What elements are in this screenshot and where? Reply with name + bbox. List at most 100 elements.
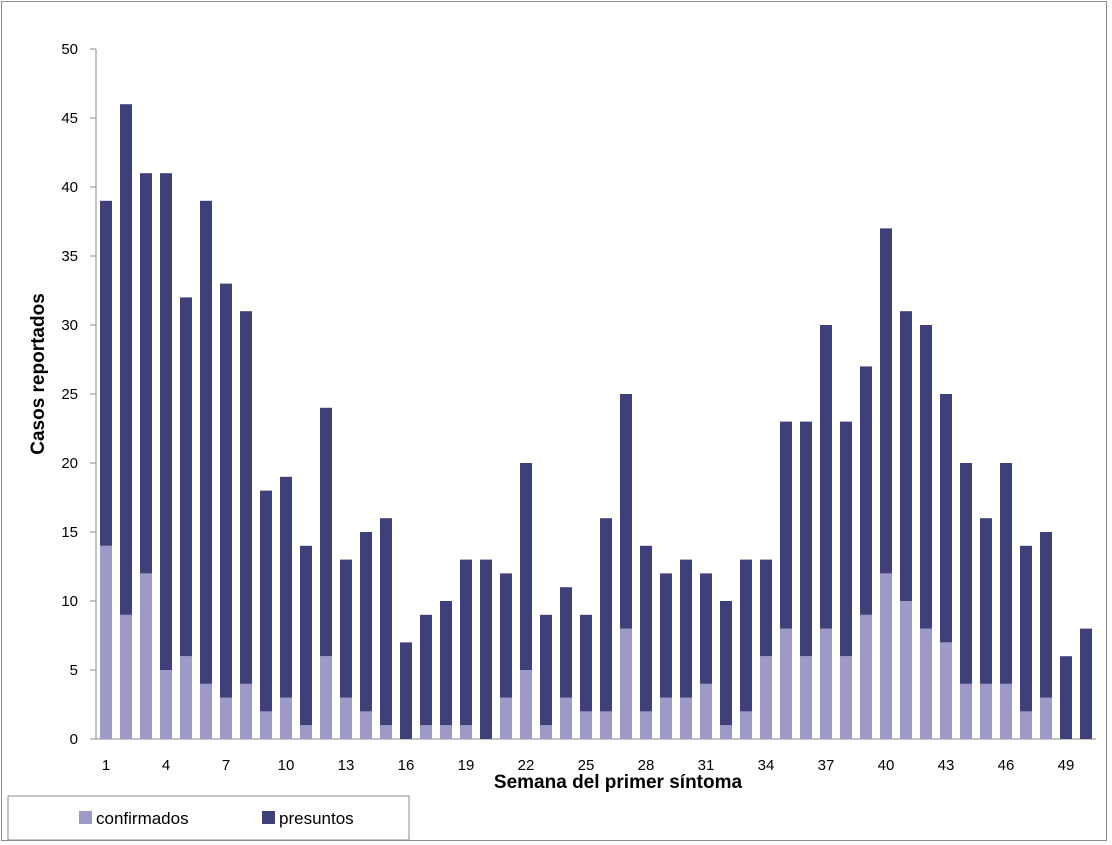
y-tick-label: 40: [61, 179, 78, 196]
x-tick-label: 46: [998, 757, 1015, 774]
y-tick-label: 25: [61, 386, 78, 403]
bar-confirmados: [960, 683, 972, 739]
bar-confirmados: [220, 697, 232, 739]
bar-confirmados: [740, 711, 752, 739]
y-tick-label: 15: [61, 524, 78, 541]
legend-label-confirmados: confirmados: [96, 809, 189, 828]
bar-presuntos: [980, 518, 992, 684]
bar-confirmados: [920, 628, 932, 739]
legend-label-presuntos: presuntos: [279, 809, 354, 828]
bar-confirmados: [720, 725, 732, 739]
bar-presuntos: [720, 601, 732, 726]
x-tick-label: 34: [758, 757, 775, 774]
bar-confirmados: [660, 697, 672, 739]
bar-presuntos: [260, 490, 272, 712]
bar-confirmados: [580, 711, 592, 739]
bar-presuntos: [920, 325, 932, 629]
bar-presuntos: [460, 559, 472, 726]
bar-confirmados: [540, 725, 552, 739]
bar-confirmados: [180, 656, 192, 739]
bar-presuntos: [680, 559, 692, 698]
bar-confirmados: [380, 725, 392, 739]
bar-confirmados: [940, 642, 952, 739]
bar-presuntos: [700, 573, 712, 684]
bar-confirmados: [520, 670, 532, 739]
y-tick-label: 45: [61, 110, 78, 127]
x-tick-label: 10: [278, 757, 295, 774]
bar-presuntos: [100, 200, 112, 546]
bar-presuntos: [560, 587, 572, 698]
x-tick-label: 40: [878, 757, 895, 774]
bar-presuntos: [780, 421, 792, 629]
bar-confirmados: [900, 601, 912, 739]
bar-presuntos: [340, 559, 352, 698]
bar-confirmados: [560, 697, 572, 739]
bar-presuntos: [300, 545, 312, 726]
bar-confirmados: [980, 683, 992, 739]
x-tick-label: 1: [102, 757, 110, 774]
bar-presuntos: [740, 559, 752, 712]
bar-presuntos: [960, 463, 972, 684]
bar-presuntos: [820, 325, 832, 629]
bar-confirmados: [500, 697, 512, 739]
bar-presuntos: [620, 394, 632, 629]
bar-presuntos: [380, 518, 392, 726]
bar-confirmados: [140, 573, 152, 739]
x-tick-label: 31: [698, 757, 715, 774]
bar-presuntos: [840, 421, 852, 657]
x-tick-label: 25: [578, 757, 595, 774]
bar-presuntos: [220, 283, 232, 698]
bar-confirmados: [100, 545, 112, 739]
bar-presuntos: [580, 614, 592, 712]
y-tick-labels: 0 5 10 15 20 25 30 35 40 45 50: [61, 41, 78, 748]
bar-presuntos: [400, 642, 412, 739]
bar-confirmados: [760, 656, 772, 739]
legend: confirmados presuntos: [7, 795, 410, 841]
x-tick-label: 49: [1058, 757, 1075, 774]
y-tick-label: 35: [61, 248, 78, 265]
bar-confirmados: [1020, 711, 1032, 739]
x-tick-label: 19: [458, 757, 475, 774]
bar-presuntos: [1020, 545, 1032, 712]
bar-presuntos: [420, 614, 432, 726]
bar-confirmados: [300, 725, 312, 739]
bar-presuntos: [240, 311, 252, 684]
bar-presuntos: [140, 173, 152, 574]
y-axis-title: Casos reportados: [28, 293, 49, 455]
bar-presuntos: [860, 366, 872, 615]
bar-confirmados: [1000, 683, 1012, 739]
bar-confirmados: [1040, 697, 1052, 739]
y-tick-label: 0: [70, 731, 78, 748]
bar-confirmados: [200, 683, 212, 739]
bar-confirmados: [860, 614, 872, 739]
x-tick-label: 28: [638, 757, 655, 774]
bar-presuntos: [940, 394, 952, 643]
bar-confirmados: [280, 697, 292, 739]
y-tick-label: 50: [61, 41, 78, 58]
bar-presuntos: [120, 104, 132, 615]
legend-box: [7, 795, 410, 841]
bar-presuntos: [500, 573, 512, 698]
legend-swatch-presuntos: [262, 811, 275, 824]
bar-confirmados: [640, 711, 652, 739]
bar-presuntos: [880, 228, 892, 574]
bar-presuntos: [360, 532, 372, 712]
bar-confirmados: [440, 725, 452, 739]
bar-presuntos: [480, 559, 492, 739]
bars: [100, 104, 1092, 739]
bar-confirmados: [260, 711, 272, 739]
x-tick-label: 43: [938, 757, 955, 774]
bar-confirmados: [800, 656, 812, 739]
bar-presuntos: [160, 173, 172, 670]
bar-presuntos: [1040, 532, 1052, 698]
bar-confirmados: [680, 697, 692, 739]
legend-swatch-confirmados: [79, 811, 92, 824]
bar-confirmados: [360, 711, 372, 739]
bar-presuntos: [800, 421, 812, 657]
bar-presuntos: [1060, 656, 1072, 739]
bar-confirmados: [840, 656, 852, 739]
y-tick-label: 30: [61, 317, 78, 334]
x-tick-label: 4: [162, 757, 170, 774]
x-tick-labels: 1 4 7 10 13 16 19 22 25 28 31 34 37 40 43 46 49: [102, 757, 1075, 774]
